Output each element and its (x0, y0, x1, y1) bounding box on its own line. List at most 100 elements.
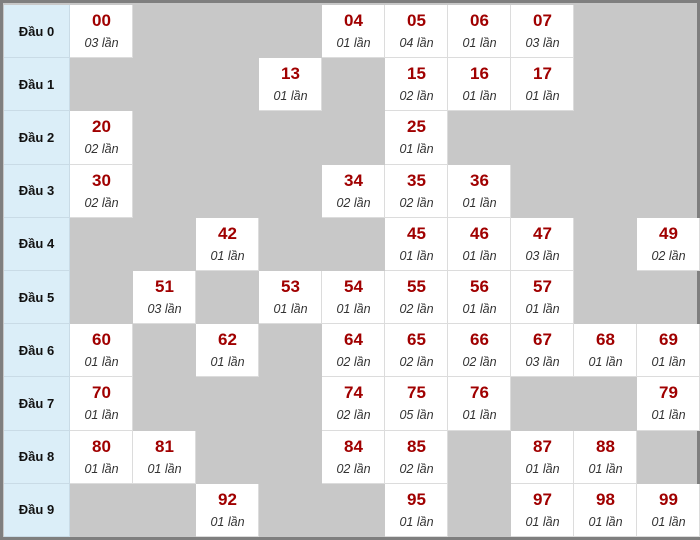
empty-cell (574, 58, 637, 111)
number-value: 36 (470, 170, 489, 190)
empty-cell (259, 377, 322, 430)
number-cell: 76 01 lần (448, 377, 511, 431)
number-value: 84 (344, 436, 363, 456)
number-value: 68 (596, 330, 615, 350)
number-cell: 79 01 lần (637, 377, 700, 431)
number-cell: 84 02 lần (322, 430, 385, 484)
number-cell: 92 01 lần (196, 483, 259, 537)
number-cell: 57 01 lần (511, 270, 574, 325)
empty-cell (133, 58, 196, 111)
occurrence-count: 01 lần (588, 461, 623, 476)
occurrence-count: 01 lần (462, 248, 497, 263)
empty-cell (259, 165, 322, 218)
number-value: 97 (533, 489, 552, 509)
empty-cell (133, 377, 196, 430)
occurrence-count: 01 lần (399, 248, 434, 263)
number-value: 95 (407, 489, 426, 509)
number-value: 76 (470, 383, 489, 403)
empty-cell (574, 5, 637, 58)
number-value: 05 (407, 11, 426, 30)
empty-cell (70, 218, 133, 271)
empty-cell (259, 431, 322, 484)
number-cell: 65 02 lần (385, 324, 448, 378)
empty-cell (637, 111, 700, 164)
occurrence-count: 01 lần (210, 248, 245, 263)
occurrence-count: 02 lần (399, 355, 434, 370)
number-cell: 17 01 lần (511, 58, 574, 112)
number-cell: 68 01 lần (574, 324, 637, 378)
number-value: 04 (344, 11, 363, 30)
number-value: 92 (218, 489, 237, 509)
number-cell: 34 02 lần (322, 164, 385, 218)
number-cell: 95 01 lần (385, 483, 448, 537)
empty-cell (196, 431, 259, 484)
number-cell: 16 01 lần (448, 58, 511, 112)
number-value: 80 (92, 436, 111, 456)
occurrence-count: 03 lần (147, 301, 182, 316)
number-value: 88 (596, 436, 615, 456)
number-value: 74 (344, 383, 363, 403)
number-value: 87 (533, 436, 552, 456)
number-cell: 45 01 lần (385, 217, 448, 271)
occurrence-count: 01 lần (147, 461, 182, 476)
number-cell: 55 02 lần (385, 270, 448, 325)
number-cell: 70 01 lần (70, 377, 133, 431)
number-value: 25 (407, 117, 426, 137)
number-value: 67 (533, 330, 552, 350)
number-value: 07 (533, 11, 552, 30)
number-value: 60 (92, 330, 111, 350)
number-value: 17 (533, 64, 552, 84)
number-value: 46 (470, 223, 489, 243)
occurrence-count: 01 lần (525, 514, 560, 529)
number-cell: 51 03 lần (133, 270, 196, 325)
empty-cell (322, 218, 385, 271)
number-cell: 99 01 lần (637, 483, 700, 537)
number-value: 99 (659, 489, 678, 509)
occurrence-count: 01 lần (84, 355, 119, 370)
empty-cell (574, 377, 637, 430)
occurrence-count: 01 lần (399, 142, 434, 157)
empty-cell (259, 111, 322, 164)
number-cell: 80 01 lần (70, 430, 133, 484)
number-value: 51 (155, 276, 174, 296)
empty-cell (511, 165, 574, 218)
occurrence-count: 02 lần (399, 301, 434, 316)
frequency-grid: Đầu 0 00 03 lần 04 01 lần 05 04 lần 06 01 lần 07 0… (4, 5, 700, 537)
number-value: 47 (533, 223, 552, 243)
number-value: 85 (407, 436, 426, 456)
occurrence-count: 01 lần (588, 355, 623, 370)
empty-cell (637, 58, 700, 111)
occurrence-count: 03 lần (525, 248, 560, 263)
number-value: 70 (92, 383, 111, 403)
occurrence-count: 02 lần (336, 408, 371, 423)
number-cell: 15 02 lần (385, 58, 448, 112)
occurrence-count: 01 lần (336, 36, 371, 50)
occurrence-count: 02 lần (84, 195, 119, 210)
number-cell: 64 02 lần (322, 324, 385, 378)
number-cell: 56 01 lần (448, 270, 511, 325)
number-cell: 75 05 lần (385, 377, 448, 431)
number-value: 15 (407, 64, 426, 84)
occurrence-count: 02 lần (462, 355, 497, 370)
occurrence-count: 01 lần (462, 301, 497, 316)
row-header: Đầu 3 (4, 164, 70, 218)
empty-cell (637, 271, 700, 324)
occurrence-count: 01 lần (588, 514, 623, 529)
number-value: 34 (344, 170, 363, 190)
occurrence-count: 01 lần (336, 301, 371, 316)
occurrence-count: 02 lần (399, 195, 434, 210)
occurrence-count: 01 lần (210, 355, 245, 370)
empty-cell (259, 5, 322, 58)
number-value: 56 (470, 276, 489, 296)
number-value: 64 (344, 330, 363, 350)
number-cell: 46 01 lần (448, 217, 511, 271)
empty-cell (196, 58, 259, 111)
row-header: Đầu 0 (4, 5, 70, 59)
row-header: Đầu 7 (4, 377, 70, 431)
number-cell: 66 02 lần (448, 324, 511, 378)
number-value: 81 (155, 436, 174, 456)
number-cell: 81 01 lần (133, 430, 196, 484)
occurrence-count: 02 lần (336, 195, 371, 210)
empty-cell (511, 377, 574, 430)
